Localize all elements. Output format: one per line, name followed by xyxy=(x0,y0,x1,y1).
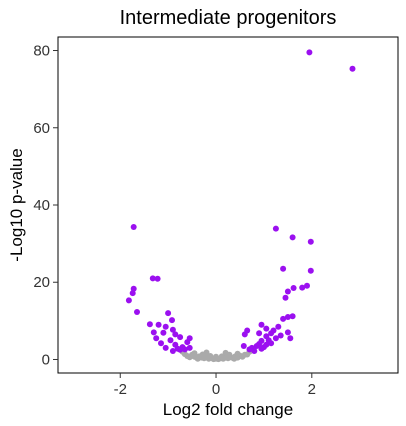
data-point xyxy=(307,238,314,245)
data-point xyxy=(280,265,287,272)
x-axis-label: Log2 fold change xyxy=(163,400,293,419)
data-point xyxy=(181,346,188,353)
data-point xyxy=(253,343,260,349)
data-point xyxy=(191,350,198,357)
data-point xyxy=(284,288,291,295)
data-point xyxy=(287,335,294,342)
data-point xyxy=(160,329,167,336)
data-point xyxy=(129,290,136,297)
data-point xyxy=(130,224,137,230)
data-point xyxy=(277,332,284,339)
data-point xyxy=(272,335,279,342)
y-tick-label: 0 xyxy=(42,351,50,368)
data-point xyxy=(289,234,296,241)
data-point xyxy=(240,343,247,349)
data-point xyxy=(153,335,160,342)
data-point xyxy=(234,350,241,357)
data-point xyxy=(289,313,296,320)
data-point xyxy=(155,321,162,328)
data-point xyxy=(272,225,279,232)
data-point xyxy=(154,275,161,282)
data-point xyxy=(213,353,219,360)
data-point xyxy=(222,349,229,356)
data-point xyxy=(246,346,253,353)
data-point xyxy=(280,315,287,322)
data-point xyxy=(299,284,306,291)
data-point xyxy=(134,309,140,315)
data-points xyxy=(125,49,356,363)
data-point xyxy=(150,329,157,336)
data-point xyxy=(258,345,265,352)
data-point xyxy=(146,321,153,328)
x-axis-ticks: -2 0 2 xyxy=(114,373,316,398)
data-point xyxy=(258,337,265,344)
data-point xyxy=(203,349,210,356)
data-point xyxy=(177,334,184,341)
data-point xyxy=(306,49,313,56)
data-point xyxy=(162,344,169,351)
data-point xyxy=(169,326,176,333)
data-point xyxy=(256,330,263,337)
data-point xyxy=(165,310,172,317)
data-point xyxy=(263,325,270,332)
data-point xyxy=(149,275,156,282)
plot-panel xyxy=(57,36,399,374)
data-point xyxy=(231,355,238,362)
data-point xyxy=(268,330,275,337)
data-point xyxy=(244,327,251,334)
y-tick-label: 40 xyxy=(33,197,50,214)
x-tick-label: 0 xyxy=(212,381,220,398)
data-point xyxy=(282,294,289,301)
data-point xyxy=(307,267,314,274)
y-axis-ticks: 0 20 40 60 80 xyxy=(33,43,58,368)
data-point xyxy=(207,353,214,359)
data-point xyxy=(258,321,265,328)
data-point xyxy=(218,353,225,360)
data-point xyxy=(251,348,258,354)
y-tick-label: 60 xyxy=(33,120,50,137)
x-tick-label: 2 xyxy=(308,381,316,398)
data-point xyxy=(284,329,291,336)
data-point xyxy=(125,297,132,304)
y-tick-label: 80 xyxy=(33,43,50,60)
data-point xyxy=(186,344,193,351)
data-point xyxy=(162,323,169,330)
data-point xyxy=(158,340,164,347)
data-point xyxy=(275,323,282,330)
y-tick-label: 20 xyxy=(33,274,50,291)
data-point xyxy=(284,314,291,320)
chart-title: Intermediate progenitors xyxy=(120,7,337,29)
data-point xyxy=(304,282,310,289)
data-point xyxy=(268,340,275,347)
data-point xyxy=(263,341,270,348)
y-axis-label: -Log10 p-value xyxy=(7,148,26,261)
x-tick-label: -2 xyxy=(114,381,127,398)
data-point xyxy=(169,348,176,354)
data-point xyxy=(167,337,174,344)
data-point xyxy=(186,335,193,342)
data-point xyxy=(349,65,356,72)
data-point xyxy=(174,345,181,352)
data-point xyxy=(172,331,179,338)
data-point xyxy=(169,317,175,324)
data-point xyxy=(290,285,297,291)
data-point xyxy=(194,355,201,362)
